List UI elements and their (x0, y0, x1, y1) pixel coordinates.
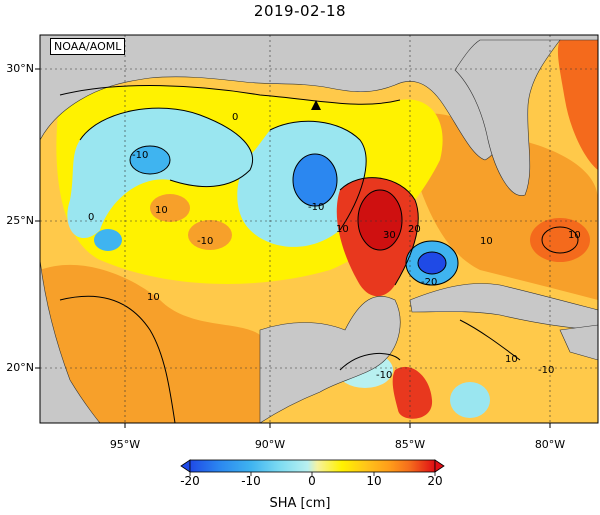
contour-label: 30 (383, 230, 396, 241)
lon-label: 80°W (534, 438, 566, 451)
contour-label: 10 (336, 224, 349, 235)
land-cuba (409, 283, 598, 331)
colorbar-tick-label: -10 (241, 474, 261, 488)
land-mexico (40, 259, 101, 423)
sha-field-cyan-west (67, 108, 253, 239)
axis-ticks (35, 68, 551, 428)
contour-label: 20 (408, 224, 421, 235)
warm-eddy-west-1 (150, 194, 190, 222)
caribbean-warm-east (530, 218, 590, 262)
colorbar (180, 459, 445, 476)
contour-label: 0 (232, 112, 238, 123)
contour-label: -10 (132, 150, 148, 161)
lon-label: 90°W (254, 438, 286, 451)
contour-lines (59, 85, 579, 423)
colorbar-title: SHA [cm] (269, 496, 331, 511)
graticule (40, 35, 598, 423)
contour-label: -10 (197, 236, 213, 247)
contour-label: -20 (421, 277, 437, 288)
warm-eddy-west-2 (188, 220, 232, 250)
contour-label: 10 (155, 205, 168, 216)
contour-label: -10 (308, 202, 324, 213)
contour-label: -10 (538, 365, 554, 376)
colorbar-tick-label: 20 (427, 474, 443, 488)
contour-label: -10 (376, 370, 392, 381)
lon-label: 95°W (109, 438, 141, 451)
lat-label: 25°N (6, 214, 34, 227)
colorbar-tick-label: 0 (308, 474, 316, 488)
atlantic-warm-east (557, 40, 598, 170)
cold-eddy-central (293, 154, 337, 206)
cold-eddy-yucatan-core (418, 252, 446, 274)
land-yucatan (259, 295, 401, 423)
caribbean-cold-2 (450, 382, 490, 418)
contour-label: 10 (147, 292, 160, 303)
lon-label: 85°W (394, 438, 426, 451)
contour-label: 0 (88, 212, 94, 223)
lat-label: 20°N (6, 361, 34, 374)
colorbar-tick-label: -20 (180, 474, 200, 488)
contour-label: 10 (568, 230, 581, 241)
colorbar-tick-label: 10 (366, 474, 382, 488)
sha-field-warm-south (40, 264, 260, 423)
loop-current-core (358, 190, 402, 250)
map-title: 2019-02-18 (253, 2, 347, 20)
cold-eddy-southwest (94, 229, 122, 251)
lat-label: 30°N (6, 62, 34, 75)
land-hispaniola-bahamas (559, 324, 598, 361)
station-marker (311, 100, 321, 110)
caribbean-warm-tongue (392, 366, 433, 419)
contour-label: 10 (480, 236, 493, 247)
contour-label: 10 (505, 354, 518, 365)
credit-label: NOAA/AOML (50, 38, 126, 55)
map-frame (39, 34, 599, 424)
land-florida (454, 39, 561, 196)
cold-eddy-west (130, 146, 170, 174)
